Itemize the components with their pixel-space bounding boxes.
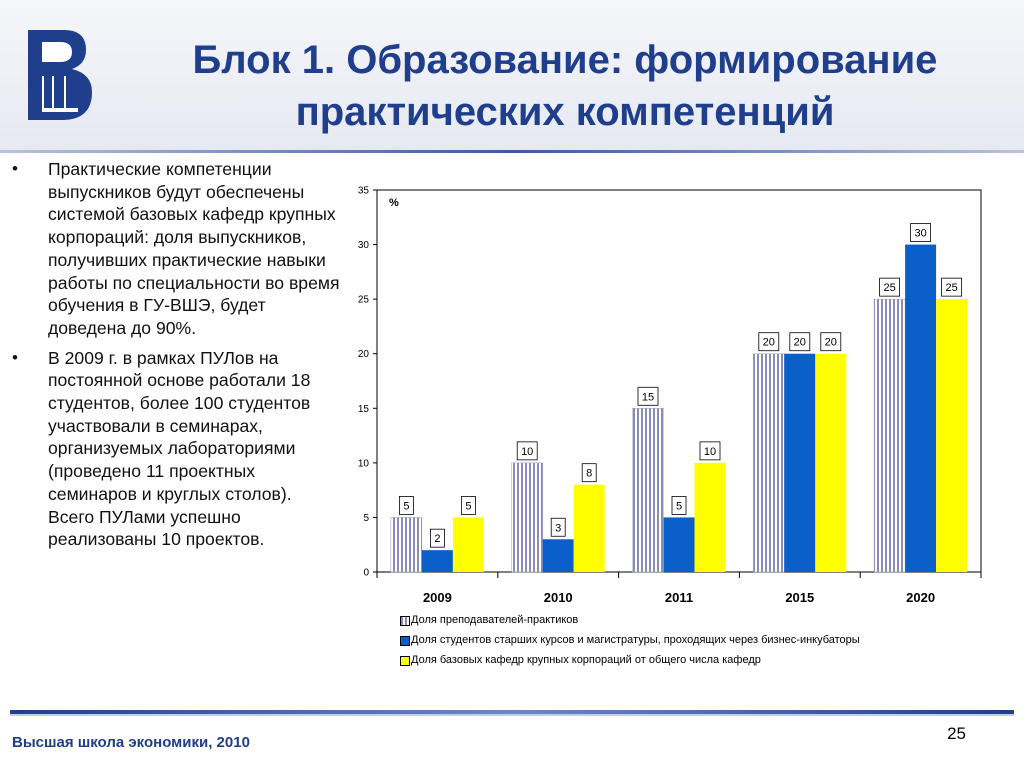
bar bbox=[542, 539, 574, 572]
data-label-box bbox=[581, 463, 597, 483]
bullet-text: Практические компетенции выпускников буд… bbox=[48, 159, 340, 338]
bar bbox=[694, 462, 726, 572]
bar bbox=[873, 298, 906, 573]
data-label: 10 bbox=[521, 446, 533, 458]
title-divider bbox=[0, 150, 1024, 153]
data-label-box bbox=[461, 496, 476, 515]
data-label-box bbox=[550, 517, 566, 537]
bar bbox=[663, 517, 695, 572]
bar bbox=[573, 484, 605, 572]
data-label: 25 bbox=[945, 282, 957, 294]
bullet-item: • В 2009 г. в рамках ПУЛов на постоянной… bbox=[10, 347, 340, 551]
bullet-marker: • bbox=[12, 347, 18, 367]
data-label: 15 bbox=[642, 391, 654, 403]
data-label-box bbox=[516, 441, 538, 461]
legend-item: Доля студентов старших курсов и магистра… bbox=[400, 633, 1000, 653]
legend-label: Доля базовых кафедр крупных корпораций о… bbox=[411, 654, 761, 666]
unit-label: % bbox=[389, 197, 399, 209]
data-label: 5 bbox=[403, 500, 409, 512]
y-tick-label: 35 bbox=[358, 186, 370, 197]
y-tick-label: 10 bbox=[358, 458, 370, 469]
data-label-box bbox=[758, 332, 780, 352]
legend-item: Доля преподавателей-практиков bbox=[400, 613, 1000, 633]
y-tick-label: 5 bbox=[363, 513, 369, 524]
bar bbox=[511, 462, 543, 573]
bullet-text: В 2009 г. в рамках ПУЛов на постоянной о… bbox=[48, 347, 311, 550]
slide-title: Блок 1. Образование: формирование практи… bbox=[192, 38, 938, 134]
footer-text: Высшая школа экономики, 2010 bbox=[12, 734, 250, 751]
data-label: 20 bbox=[825, 337, 837, 349]
data-label: 30 bbox=[914, 228, 926, 240]
data-label-box bbox=[637, 386, 659, 406]
data-label-box bbox=[941, 277, 962, 297]
data-label: 10 bbox=[704, 446, 716, 458]
data-label-box bbox=[820, 332, 842, 352]
bar bbox=[632, 408, 664, 573]
data-label: 5 bbox=[465, 500, 471, 512]
data-label: 2 bbox=[434, 533, 440, 545]
data-label-box bbox=[699, 441, 721, 461]
footer-divider-shadow bbox=[10, 714, 1014, 716]
bar bbox=[753, 353, 785, 573]
y-tick-label: 0 bbox=[363, 568, 369, 579]
data-label: 20 bbox=[763, 337, 775, 349]
x-tick-label: 2020 bbox=[906, 590, 935, 605]
x-tick-label: 2015 bbox=[785, 590, 814, 605]
y-tick-label: 15 bbox=[358, 404, 370, 415]
title-band bbox=[0, 0, 1024, 150]
legend-swatch bbox=[400, 616, 410, 626]
hse-logo-icon bbox=[28, 30, 92, 120]
bullet-marker: • bbox=[12, 159, 18, 178]
y-tick-label: 20 bbox=[358, 349, 370, 360]
footer-divider bbox=[10, 710, 1014, 714]
bar bbox=[452, 517, 484, 572]
bar bbox=[905, 244, 937, 573]
page-number: 25 bbox=[947, 724, 966, 743]
bar bbox=[936, 299, 968, 572]
x-tick-label: 2010 bbox=[544, 590, 573, 605]
data-label-box bbox=[910, 223, 931, 242]
data-label-box bbox=[789, 332, 811, 352]
legend-swatch bbox=[400, 636, 410, 646]
bar-chart: 0 5 10 15 20 25 30 35% 2009 2010 2011 2015 2020 5 10 15… bbox=[345, 178, 1003, 684]
bar bbox=[421, 550, 453, 572]
chart-legend: Доля преподавателей-практиков Доля студен… bbox=[400, 613, 1000, 673]
legend-label: Доля студентов старших курсов и магистра… bbox=[411, 634, 860, 646]
bar bbox=[390, 517, 423, 573]
data-label: 5 bbox=[676, 500, 682, 512]
data-label-box bbox=[671, 496, 687, 515]
x-tick-label: 2011 bbox=[665, 590, 693, 605]
data-label-box bbox=[879, 277, 900, 297]
bar bbox=[815, 353, 847, 572]
data-label: 25 bbox=[883, 282, 895, 294]
legend-label: Доля преподавателей-практиков bbox=[411, 614, 579, 626]
data-label: 20 bbox=[794, 337, 806, 349]
data-label: 8 bbox=[586, 468, 592, 480]
bar bbox=[784, 353, 816, 572]
data-label-box bbox=[399, 496, 414, 515]
legend-swatch bbox=[400, 656, 410, 666]
bullet-item: • Практические компетенции выпускников б… bbox=[10, 158, 340, 340]
x-tick-label: 2009 bbox=[423, 590, 452, 605]
y-tick-label: 30 bbox=[358, 240, 370, 251]
y-tick-label: 25 bbox=[358, 295, 370, 306]
data-label: 3 bbox=[555, 522, 561, 534]
legend-item: Доля базовых кафедр крупных корпораций о… bbox=[400, 653, 1000, 673]
data-label-box bbox=[430, 528, 445, 548]
bullet-list: • Практические компетенции выпускников б… bbox=[10, 158, 340, 558]
